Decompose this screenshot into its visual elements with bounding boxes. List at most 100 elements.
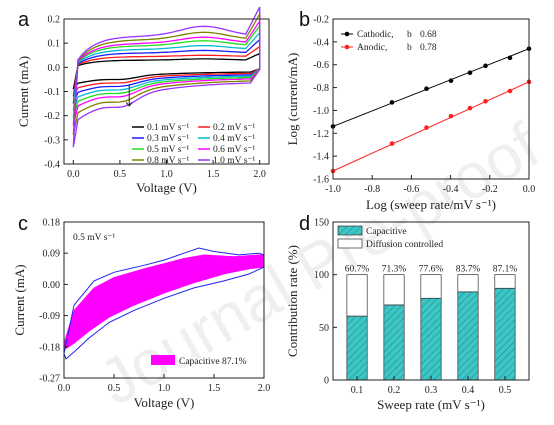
legend-label-c: Capacitive 87.1% — [179, 357, 247, 367]
panel-b-y-axis-label: Log (current/mA) — [285, 53, 300, 146]
bar-value-label: 83.7% — [456, 265, 481, 275]
panel-a-ytick-label: 0.2 — [48, 15, 61, 26]
panel-a-xtick-label: 0.5 — [114, 169, 127, 180]
panel-c-xtick-label: 0.5 — [108, 383, 121, 394]
panel-a-xtick-label: 1.5 — [207, 169, 220, 180]
panel-c-xtick-label: 2.0 — [258, 383, 271, 394]
panel-a-ytick-label: 0.1 — [48, 39, 61, 50]
panel-c-ytick-label: 0.18 — [43, 218, 61, 229]
bar-value-label: 60.7% — [345, 265, 370, 275]
panel-a-xtick-label: 1.0 — [160, 169, 173, 180]
bar-value-label: 87.1% — [493, 265, 518, 275]
fit-line-0 — [332, 48, 530, 127]
panel-d-xtick-label: 0.4 — [462, 385, 475, 396]
panel-c-ytick-label: 0.09 — [43, 249, 61, 260]
data-point — [483, 63, 488, 69]
panel-c-x-axis-label: Voltage (V) — [134, 395, 195, 410]
legend-b-label-0: b — [407, 30, 412, 40]
data-point — [507, 55, 513, 61]
panel-b-ytick-label: -0.6 — [313, 60, 329, 71]
panel-b-xtick-label: -0.6 — [403, 184, 419, 195]
panel-c-label: c — [18, 213, 28, 235]
panel-d-xtick-label: 0.3 — [425, 385, 438, 396]
legend-name-b-0: Cathodic, — [357, 30, 394, 40]
legend-swatch-diffusion — [337, 238, 363, 249]
arrow-head — [125, 102, 133, 107]
panel-b-xtick-label: -0.2 — [482, 184, 498, 195]
bar-capacitive — [494, 287, 516, 381]
panel-a-label: a — [18, 9, 30, 31]
legend-label-7: 1.0 mV s⁻¹ — [213, 156, 255, 166]
panel-b-xtick-label: -1.0 — [325, 184, 341, 195]
bar-diffusion — [494, 274, 516, 289]
legend-label-capacitive: Capacitive — [366, 227, 407, 237]
legend-marker-b-0 — [344, 31, 350, 37]
panel-c-ytick-label: 0.00 — [43, 280, 61, 291]
panel-a-ytick-label: 0.0 — [48, 63, 61, 74]
legend-swatch-c — [151, 355, 175, 365]
bar-value-label: 71.3% — [382, 265, 407, 275]
legend-name-b-1: Anodic, — [357, 43, 387, 53]
panel-c-ytick-label: -0.27 — [39, 374, 60, 385]
panel-b-xtick-label: -0.4 — [443, 184, 459, 195]
panel-a-y-axis-label: Current (mA) — [16, 56, 31, 127]
panel-b-ytick-label: -1.0 — [313, 106, 329, 117]
bar-capacitive — [383, 304, 405, 381]
panel-d-ytick-label: 50 — [319, 323, 329, 334]
panel-a-ytick-label: -0.2 — [44, 111, 60, 122]
panel-c-xtick-label: 1.0 — [158, 383, 171, 394]
panel-d-ytick-label: 0 — [324, 376, 329, 387]
panel-d-ytick-label: 150 — [314, 218, 329, 229]
panel-c-ytick-label: -0.09 — [39, 311, 60, 322]
data-point — [389, 141, 395, 146]
panel-a-ytick-label: -0.4 — [44, 160, 60, 171]
scan-rate-annotation: 0.5 mV s⁻¹ — [73, 233, 115, 243]
legend-label-6: 0.8 mV s⁻¹ — [147, 156, 189, 166]
legend-label-4: 0.5 mV s⁻¹ — [147, 145, 189, 155]
fit-line-1 — [332, 81, 530, 172]
panel-b-ytick-label: -1.4 — [313, 152, 329, 163]
data-point — [467, 105, 473, 111]
panel-d-ytick-label: 100 — [314, 270, 329, 281]
panel-b-frame — [332, 18, 530, 180]
panel-d-x-axis-label: Sweep rate (mV s⁻¹) — [377, 397, 485, 412]
panel-b-ytick-label: -0.4 — [313, 37, 329, 48]
legend-b-value-0: 0.68 — [420, 30, 437, 40]
panel-d-xtick-label: 0.1 — [351, 385, 364, 396]
panel-a-x-axis-label: Voltage (V) — [136, 180, 197, 195]
panel-b-ytick-label: -1.2 — [313, 129, 329, 140]
panel-b-label: b — [299, 9, 310, 31]
panel-d-frame — [332, 221, 530, 381]
data-point — [424, 125, 429, 130]
data-point — [389, 100, 395, 105]
panel-a-ytick-label: -0.1 — [44, 87, 60, 98]
bar-diffusion — [346, 274, 368, 317]
panel-d-xtick-label: 0.2 — [388, 385, 401, 396]
bar-capacitive — [420, 297, 442, 381]
legend-swatch-capacitive — [337, 225, 363, 236]
bar-diffusion — [457, 274, 479, 293]
panel-b-ytick-label: -1.6 — [313, 175, 329, 186]
bar-diffusion — [420, 274, 442, 299]
panel-b-ytick-label: -0.2 — [313, 15, 329, 26]
data-point — [448, 78, 454, 84]
data-point — [448, 113, 454, 119]
panel-d-y-axis-label: Contribution rate (%) — [285, 245, 300, 357]
cv-curve-7 — [72, 6, 261, 148]
bar-capacitive — [346, 315, 368, 381]
legend-label-diffusion: Diffusion controlled — [366, 239, 443, 250]
panel-c-xtick-label: 1.5 — [208, 383, 221, 394]
panel-c-ytick-label: -0.18 — [39, 342, 60, 353]
panel-a-xtick-label: 0.0 — [67, 169, 80, 180]
panel-b-xtick-label: 0.0 — [523, 184, 536, 195]
data-point — [424, 86, 429, 92]
bar-capacitive — [457, 291, 479, 381]
panel-b-ytick-label: -0.8 — [313, 83, 329, 94]
panel-a-ytick-label: -0.3 — [44, 135, 60, 146]
panel-a-xtick-label: 2.0 — [253, 169, 266, 180]
legend-label-2: 0.3 mV s⁻¹ — [147, 134, 189, 144]
legend-label-0: 0.1 mV s⁻¹ — [147, 123, 189, 133]
data-point — [507, 88, 513, 94]
bar-value-label: 77.6% — [419, 265, 444, 275]
